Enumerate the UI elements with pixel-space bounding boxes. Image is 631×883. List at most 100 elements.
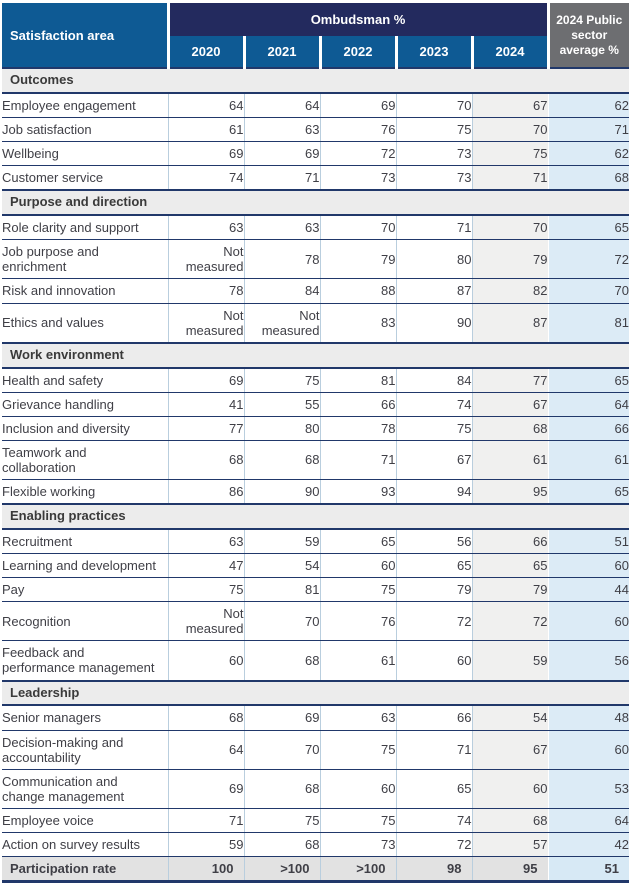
row-label-feedback-and-performance-management: Feedback and performance management [2,640,168,682]
value-cell-2020: 74 [167,165,244,191]
value-cell-2020: 75 [167,577,244,603]
value-cell-2020: 69 [167,769,244,809]
value-cell-2023: 98 [395,856,472,883]
column-header-year-2021: 2021 [242,36,320,69]
value-cell-2023: 75 [395,416,472,441]
value-cell-2021: 68 [243,832,320,858]
table-row-teamwork-and-collaboration: Teamwork and collaboration 68 68 71 67 61 61 [2,440,630,480]
row-label-decision-making-and-accountability: Decision-making and accountability [2,730,168,770]
row-label-health-and-safety: Health and safety [2,367,168,393]
value-cell-2022: 72 [319,141,396,167]
table-row-customer-service: Customer service 74 71 73 73 71 68 [2,165,630,191]
value-cell-2020: 69 [167,141,244,167]
value-cell-public-sector-average: 71 [547,117,630,143]
value-cell-public-sector-average: 42 [547,832,630,858]
value-cell-2022: 63 [319,705,396,731]
value-cell-public-sector-average: 81 [547,303,630,344]
value-cell-2022: 75 [319,577,396,603]
value-cell-2024: 57 [471,832,549,858]
row-label-role-clarity-and-support: Role clarity and support [2,215,168,241]
column-header-year-2023: 2023 [394,36,472,69]
value-cell-2021: 68 [243,440,320,480]
value-cell-2020: 64 [167,730,244,770]
row-label-employee-voice: Employee voice [2,808,168,833]
value-cell-2024: 67 [471,730,549,770]
value-cell-2023: 74 [395,808,472,833]
value-cell-public-sector-average: 53 [547,769,630,809]
section-title-enabling-practices: Enabling practices [2,503,630,530]
table-row-decision-making-and-accountability: Decision-making and accountability 64 70 75… [2,730,630,770]
value-cell-2022: 60 [319,769,396,809]
value-cell-2024: 95 [471,479,549,505]
value-cell-2021: 69 [243,705,320,731]
row-label-action-on-survey-results: Action on survey results [2,832,168,858]
row-label-pay: Pay [2,577,168,603]
value-cell-public-sector-average: 70 [547,278,630,304]
value-cell-public-sector-average: 44 [547,577,630,603]
value-cell-2022: 60 [319,553,396,579]
value-cell-2022: 71 [319,440,396,480]
table-row-role-clarity-and-support: Role clarity and support 63 63 70 71 70 65 [2,215,630,241]
value-cell-public-sector-average: 48 [547,705,630,731]
row-label-job-purpose-and-enrichment: Job purpose and enrichment [2,239,168,280]
value-cell-public-sector-average: 62 [547,92,630,119]
table-row-risk-and-innovation: Risk and innovation 78 84 88 87 82 70 [2,278,630,304]
column-header-satisfaction-area: Satisfaction area [2,3,170,69]
table-row-employee-engagement: Employee engagement 64 64 69 70 67 62 [2,92,630,119]
column-header-year-2022: 2022 [318,36,396,69]
value-cell-2020: 60 [167,640,244,682]
section-row-leadership: Leadership [2,679,630,707]
row-label-learning-and-development: Learning and development [2,553,168,579]
value-cell-2024: 65 [471,553,549,579]
column-header-year-2020: 2020 [166,36,244,69]
value-cell-2024: 79 [471,577,549,603]
value-cell-2023: 67 [395,440,472,480]
row-label-teamwork-and-collaboration: Teamwork and collaboration [2,440,168,480]
value-cell-2023: 73 [395,141,472,167]
value-cell-2022: >100 [319,856,396,883]
value-cell-2024: 68 [471,808,549,833]
row-label-inclusion-and-diversity: Inclusion and diversity [2,416,168,441]
value-cell-2022: 75 [319,730,396,770]
header-row-years: 2020 2021 2022 2023 2024 [2,36,629,69]
value-cell-2021: 81 [243,577,320,603]
value-cell-2023: 73 [395,165,472,191]
value-cell-public-sector-average: 60 [547,730,630,770]
value-cell-2024: 70 [471,117,549,143]
row-label-flexible-working: Flexible working [2,479,168,505]
row-label-employee-engagement: Employee engagement [2,92,168,119]
row-label-senior-managers: Senior managers [2,705,168,731]
value-cell-2022: 76 [319,117,396,143]
section-title-leadership: Leadership [2,679,630,707]
table-row-action-on-survey-results: Action on survey results 59 68 73 72 57 42 [2,832,630,858]
value-cell-2024: 60 [471,769,549,809]
value-cell-2024: 68 [471,416,549,441]
value-cell-public-sector-average: 64 [547,808,630,833]
value-cell-2023: 79 [395,577,472,603]
value-cell-2021: 70 [243,730,320,770]
value-cell-2021: 75 [243,808,320,833]
value-cell-2022: 66 [319,392,396,417]
section-row-work-environment: Work environment [2,341,630,369]
value-cell-2023: 60 [395,640,472,682]
row-label-recruitment: Recruitment [2,529,168,555]
value-cell-2022: 65 [319,529,396,555]
value-cell-2021: 78 [243,239,320,280]
value-cell-2021: Not measured [243,303,320,344]
table-row-communication-and-change-management: Communication and change management 69 68 6… [2,769,630,809]
row-label-grievance-handling: Grievance handling [2,392,168,417]
table-row-pay: Pay 75 81 75 79 79 44 [2,577,630,603]
value-cell-2023: 72 [395,601,472,642]
value-cell-public-sector-average: 51 [547,529,630,555]
value-cell-2023: 80 [395,239,472,280]
value-cell-2023: 65 [395,769,472,809]
value-cell-2023: 87 [395,278,472,304]
value-cell-2020: 63 [167,529,244,555]
row-label-communication-and-change-management: Communication and change management [2,769,168,809]
value-cell-public-sector-average: 61 [547,440,630,480]
value-cell-2024: 61 [471,440,549,480]
column-header-year-2024: 2024 [470,36,549,69]
value-cell-2022: 61 [319,640,396,682]
value-cell-2022: 70 [319,215,396,241]
row-label-ethics-and-values: Ethics and values [2,303,168,344]
